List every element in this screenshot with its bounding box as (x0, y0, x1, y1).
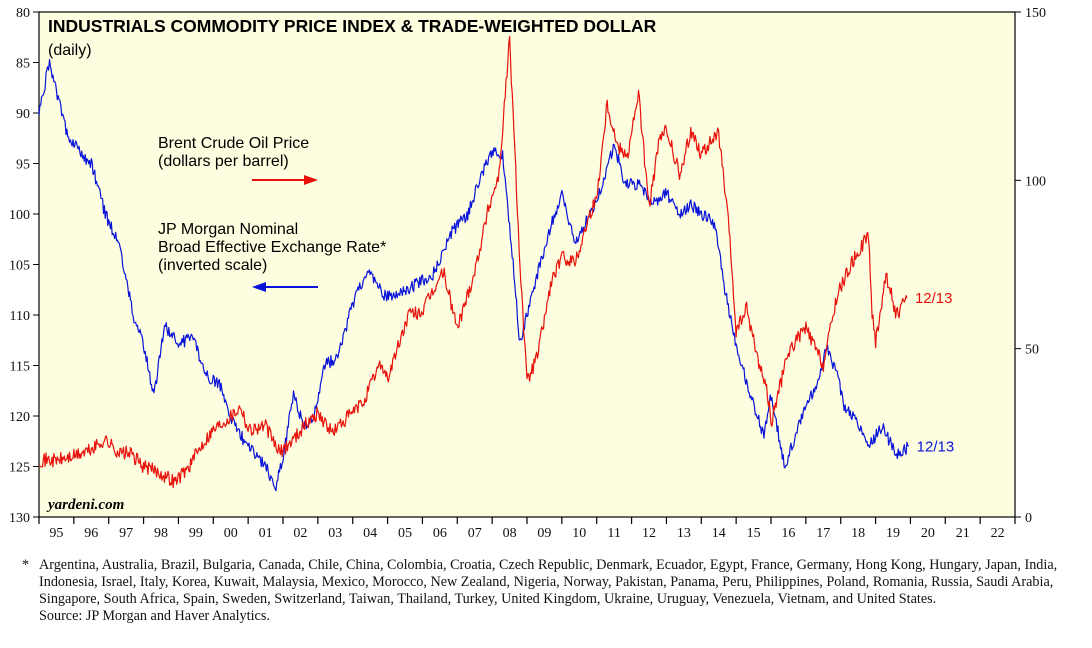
x-tick-label: 19 (886, 526, 900, 541)
x-tick-label: 17 (816, 526, 830, 541)
source-note: Source: JP Morgan and Haver Analytics. (39, 608, 270, 624)
chart-subtitle: (daily) (48, 42, 92, 59)
oil-annotation-line-1: Brent Crude Oil Price (158, 135, 309, 152)
x-tick-label: 03 (328, 526, 342, 541)
footnote-text: Argentina, Australia, Brazil, Bulgaria, … (39, 557, 1058, 607)
x-tick-label: 18 (851, 526, 865, 541)
oil-end-label: 12/13 (915, 290, 953, 307)
footnote-marker: * (22, 557, 30, 573)
left-tick-label: 100 (9, 208, 30, 223)
footnote: * Argentina, Australia, Brazil, Bulgaria… (22, 557, 1082, 625)
x-tick-label: 13 (677, 526, 691, 541)
x-tick-label: 14 (712, 526, 726, 541)
x-tick-label: 12 (642, 526, 656, 541)
dollar-end-label: 12/13 (917, 438, 955, 455)
right-arrow-icon (252, 175, 318, 185)
left-tick-label: 105 (9, 259, 30, 274)
oil-annotation-line-2: (dollars per barrel) (158, 153, 289, 170)
x-tick-label: 98 (154, 526, 168, 541)
left-tick-label: 125 (9, 461, 30, 476)
x-tick-label: 09 (537, 526, 551, 541)
x-tick-label: 96 (84, 526, 98, 541)
x-tick-label: 99 (189, 526, 203, 541)
watermark: yardeni.com (46, 497, 124, 513)
x-tick-label: 20 (921, 526, 935, 541)
dollar-annotation-line-1: JP Morgan Nominal (158, 221, 298, 238)
right-tick-label: 50 (1025, 343, 1039, 358)
left-tick-label: 80 (16, 6, 30, 21)
x-tick-label: 01 (259, 526, 273, 541)
x-tick-label: 04 (363, 526, 377, 541)
left-axis: 80 85 90 95 100 105 110 115 120 125 130 (9, 6, 39, 526)
series-layer (38, 35, 910, 492)
x-tick-label: 05 (398, 526, 412, 541)
right-tick-label: 150 (1025, 6, 1046, 21)
oil-series-line (38, 35, 908, 489)
x-tick-label: 10 (572, 526, 586, 541)
dollar-annotation-line-3: (inverted scale) (158, 257, 267, 274)
x-tick-label: 11 (607, 526, 620, 541)
x-tick-label: 16 (781, 526, 795, 541)
right-axis: 0 50 100 150 (1015, 6, 1046, 526)
x-tick-label: 97 (119, 526, 133, 541)
dollar-annotation: JP Morgan Nominal Broad Effective Exchan… (158, 221, 386, 292)
left-arrow-icon (252, 282, 318, 292)
x-tick-label: 15 (747, 526, 761, 541)
x-tick-label: 21 (956, 526, 970, 541)
right-tick-label: 100 (1025, 174, 1046, 189)
left-tick-label: 90 (16, 107, 30, 122)
dollar-annotation-line-2: Broad Effective Exchange Rate* (158, 239, 386, 256)
dollar-series-line (38, 58, 910, 492)
right-tick-label: 0 (1025, 511, 1032, 526)
x-tick-label: 02 (293, 526, 307, 541)
chart-title: INDUSTRIALS COMMODITY PRICE INDEX & TRAD… (48, 16, 657, 36)
x-tick-label: 00 (224, 526, 238, 541)
x-tick-label: 95 (49, 526, 63, 541)
left-tick-label: 110 (10, 309, 30, 324)
left-tick-label: 120 (9, 410, 30, 425)
x-tick-label: 06 (433, 526, 447, 541)
left-tick-label: 85 (16, 57, 30, 72)
x-axis: 95 96 97 98 99 00 01 02 03 04 05 06 07 08 09 10 11 12 13 14… (38, 517, 1016, 541)
left-tick-label: 115 (10, 360, 30, 375)
left-tick-label: 130 (9, 511, 30, 526)
x-tick-label: 07 (468, 526, 482, 541)
x-tick-label: 08 (503, 526, 517, 541)
oil-annotation: Brent Crude Oil Price (dollars per barre… (158, 135, 318, 185)
x-tick-label: 22 (991, 526, 1005, 541)
left-tick-label: 95 (16, 158, 30, 173)
